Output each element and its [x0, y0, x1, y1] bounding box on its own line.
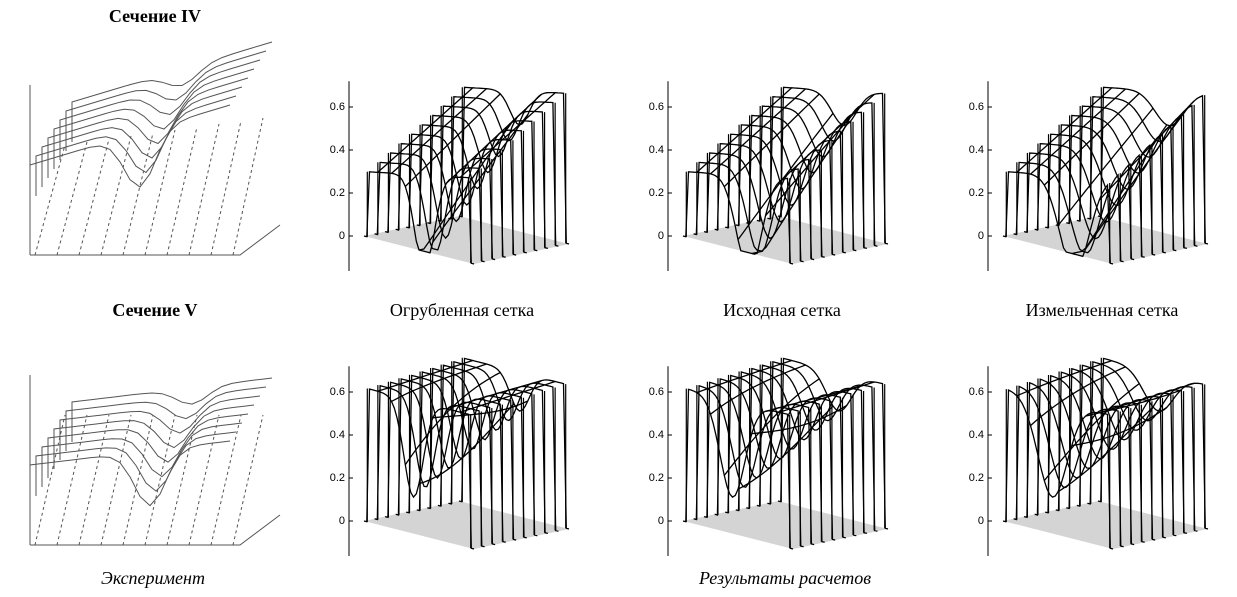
tick-label: 0.6: [330, 101, 345, 113]
sketch-curve: [48, 414, 248, 478]
sketch-curve: [72, 378, 272, 442]
sketch-curve: [66, 387, 266, 451]
tick-label: 0: [978, 515, 984, 527]
tick-label: 0.4: [969, 429, 984, 441]
tick-label: 0.6: [649, 386, 664, 398]
surface-curve: [779, 382, 874, 412]
tick-label: 0: [658, 230, 664, 242]
floor: [364, 216, 569, 264]
surface-plot: 0 0.2 0.4 0.6: [649, 358, 888, 556]
caption: Исходная сетка: [723, 300, 841, 320]
caption: Измельченная сетка: [1026, 300, 1179, 320]
surface-curve: [1017, 88, 1112, 173]
tick-label: 0: [978, 230, 984, 242]
floor: [683, 216, 888, 264]
tick-label: 0: [339, 515, 345, 527]
experiment-images: [30, 42, 280, 545]
sketch-line: [233, 415, 263, 545]
surface-curve: [779, 94, 874, 181]
surface-curve: [752, 405, 847, 433]
sketch-curve: [48, 78, 248, 178]
footer-caption: Результаты расчетов: [698, 568, 871, 588]
surface-curve: [738, 406, 833, 489]
tick-label: 0.6: [330, 386, 345, 398]
tick-label: 0.4: [969, 144, 984, 156]
floor: [1003, 501, 1208, 549]
surface-plot: 0 0.2 0.4 0.6: [969, 358, 1208, 556]
figure: Сечение IV Сечение V Огрубленная сетка И…: [0, 0, 1237, 597]
sketch-line: [123, 415, 153, 545]
surface-plot: 0 0.2 0.4 0.6: [969, 81, 1208, 271]
sketch-line: [167, 127, 197, 255]
sketch-line: [35, 145, 65, 255]
tick-label: 0.6: [969, 386, 984, 398]
sketch-curve: [60, 60, 260, 160]
tick-label: 0.2: [649, 187, 664, 199]
tick-label: 0.2: [969, 187, 984, 199]
page: Сечение IV Сечение V Огрубленная сетка И…: [0, 0, 1237, 597]
tick-label: 0.2: [330, 472, 345, 484]
tick-label: 0.6: [969, 101, 984, 113]
surface-plot: 0 0.2 0.4 0.6: [330, 81, 569, 271]
sketch-line: [123, 133, 153, 255]
floor: [364, 501, 569, 549]
tick-label: 0.4: [330, 144, 345, 156]
floor: [683, 501, 888, 549]
surface-curve: [778, 358, 888, 529]
tick-label: 0.2: [649, 472, 664, 484]
section-title: Сечение V: [112, 300, 197, 320]
tick-label: 0: [658, 515, 664, 527]
tick-label: 0: [339, 230, 345, 242]
surface-curve: [459, 358, 569, 529]
surface-plot: 0 0.2 0.4 0.6: [330, 358, 569, 556]
caption: Огрубленная сетка: [390, 300, 534, 320]
surface-curve: [766, 386, 861, 412]
surface-curve: [378, 88, 473, 173]
surface-curve: [378, 361, 473, 392]
section-title: Сечение IV: [109, 6, 201, 26]
surface-curve: [766, 106, 861, 216]
sketch-line: [101, 415, 131, 545]
tick-label: 0.4: [330, 429, 345, 441]
tick-label: 0.2: [969, 472, 984, 484]
footer-caption: Эксперимент: [101, 568, 205, 588]
sketch-line: [79, 415, 109, 545]
sketch-line: [233, 118, 263, 255]
surface-curve: [1099, 383, 1194, 413]
surface-plot: 0 0.2 0.4 0.6: [649, 81, 888, 271]
tick-label: 0.4: [649, 144, 664, 156]
tick-label: 0.6: [649, 101, 664, 113]
surface-curve: [697, 88, 792, 173]
sketch-line: [145, 415, 175, 545]
sketch-line: [57, 142, 87, 255]
surface-curve: [447, 381, 542, 409]
sketch-curve: [54, 405, 254, 469]
tick-label: 0.4: [649, 429, 664, 441]
sketch-line: [167, 415, 197, 545]
tick-label: 0.2: [330, 187, 345, 199]
surface-curve: [1017, 361, 1112, 396]
